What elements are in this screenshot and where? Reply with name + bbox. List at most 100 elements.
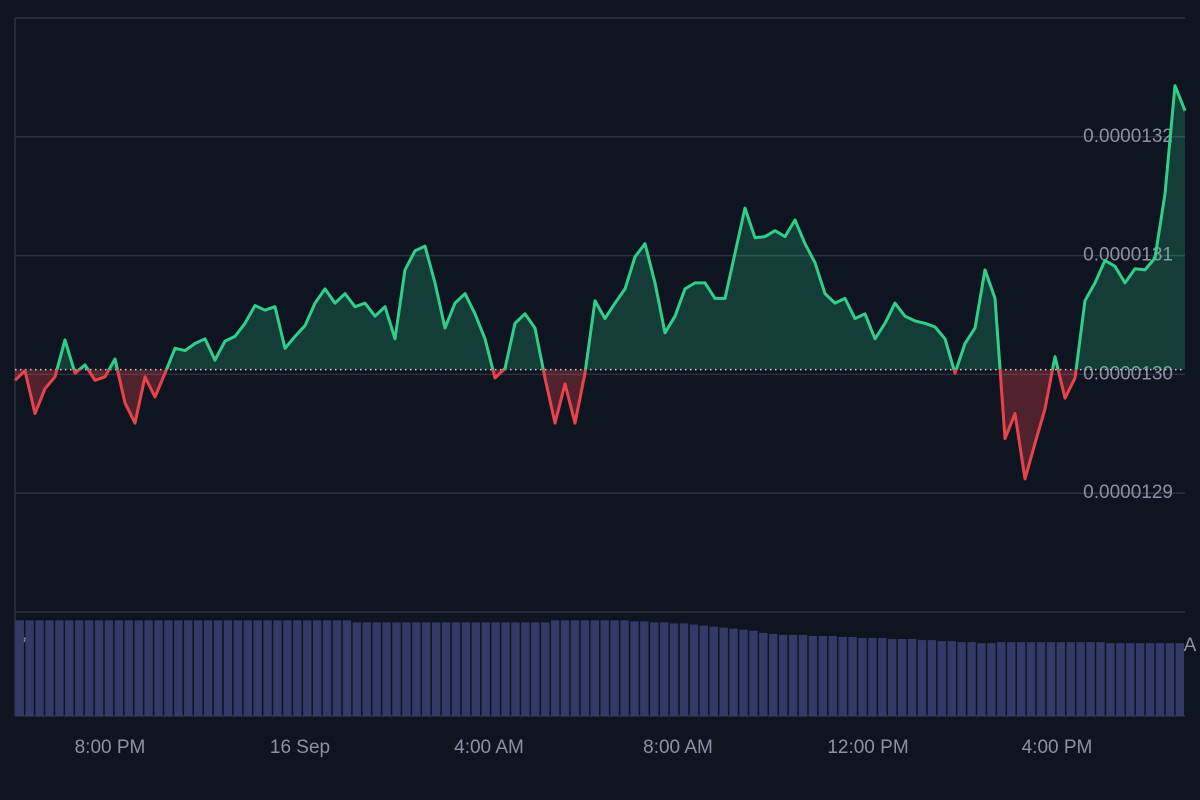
volume-bar (769, 633, 778, 716)
volume-bar (977, 643, 986, 716)
volume-bar (312, 620, 322, 716)
volume-bar (560, 620, 570, 716)
volume-bar (709, 626, 718, 716)
volume-bar (1135, 643, 1145, 716)
volume-bar (382, 622, 391, 716)
volume-bar (610, 620, 619, 716)
volume-bar (897, 639, 907, 716)
volume-bar (590, 620, 599, 716)
volume-bar (501, 622, 510, 716)
volume-bar (203, 620, 213, 716)
volume-bar (1096, 642, 1105, 716)
volume-bar (868, 638, 877, 716)
volume-bar (788, 634, 798, 716)
volume-bar (243, 620, 252, 716)
volume-bar (461, 622, 471, 716)
volume-bar (669, 623, 679, 716)
volume-bar (957, 642, 966, 716)
volume-bar (600, 620, 609, 716)
volume-bar (927, 640, 937, 716)
volume-bar (293, 620, 302, 716)
y-tick-label: 0.0000129 (1083, 482, 1173, 503)
volume-bar (1126, 643, 1135, 716)
x-tick-label: 16 Sep (270, 737, 330, 758)
volume-bar (620, 620, 629, 716)
y-tick-label: 0.0000132 (1083, 126, 1173, 147)
x-tick-label: 12:00 PM (827, 737, 908, 758)
volume-bar (550, 620, 560, 716)
volume-bar (471, 622, 481, 716)
volume-bar (1106, 643, 1115, 716)
x-tick-label: 4:00 PM (1022, 737, 1093, 758)
volume-bar (412, 622, 421, 716)
volume-bar (74, 620, 84, 716)
volume-bar (481, 622, 490, 716)
volume-bar (362, 622, 371, 716)
volume-bar (699, 625, 709, 716)
volume-bar (144, 620, 153, 716)
edge-label: A (1184, 635, 1197, 656)
volume-bar (1155, 643, 1165, 716)
volume-bar (1036, 642, 1046, 716)
volume-bar (45, 620, 54, 716)
volume-bar (739, 629, 748, 716)
volume-bar (35, 620, 44, 716)
volume-bar (253, 620, 262, 716)
volume-bar (1145, 643, 1155, 716)
volume-bar (94, 620, 104, 716)
volume-bar (838, 636, 847, 716)
volume-bar (441, 622, 451, 716)
volume-bar (372, 622, 381, 716)
volume-bar (342, 620, 352, 716)
volume-bar (25, 620, 34, 716)
volume-bar (659, 622, 669, 716)
volume-bar (729, 628, 738, 716)
volume-bar (322, 620, 332, 716)
volume-bar (431, 622, 441, 716)
volume-bar (997, 642, 1006, 716)
volume-bar (798, 634, 808, 716)
volume-bar (263, 620, 272, 716)
volume-bar (65, 620, 74, 716)
volume-bar (1066, 642, 1075, 716)
volume-bar (273, 620, 282, 716)
volume-bar (630, 621, 639, 716)
volume-bar (570, 620, 580, 716)
volume-bar (451, 622, 461, 716)
volume-bar (491, 622, 500, 716)
volume-bar (134, 620, 143, 716)
volume-bar (778, 634, 788, 716)
volume-bar (174, 620, 183, 716)
volume-bar (541, 622, 550, 716)
volume-bar (124, 620, 133, 716)
volume-bar (848, 636, 857, 716)
x-tick-label: 4:00 AM (454, 737, 524, 758)
volume-bar (888, 639, 897, 716)
volume-bar (650, 622, 659, 716)
volume-bar (154, 620, 163, 716)
volume-bar (184, 620, 193, 716)
volume-bar (233, 620, 243, 716)
volume-bar (15, 620, 24, 716)
volume-bar (55, 620, 64, 716)
volume-bar (917, 640, 927, 716)
volume-bar (422, 622, 431, 716)
volume-bar (679, 623, 689, 716)
volume-bar (84, 620, 94, 716)
volume-bar (1116, 643, 1125, 716)
x-tick-label: 8:00 PM (75, 737, 146, 758)
volume-bar (937, 641, 947, 716)
volume-bar (967, 642, 976, 716)
volume-bar (223, 620, 233, 716)
volume-bar (114, 620, 124, 716)
volume-bar (719, 627, 728, 716)
volume-bar (878, 638, 887, 716)
price-line (13, 84, 1187, 481)
volume-bar (640, 621, 649, 716)
volume-bar (283, 620, 292, 716)
volume-bar (1175, 643, 1184, 716)
volume-bar (580, 620, 590, 716)
volume-bar (164, 620, 173, 716)
volume-bar (818, 635, 828, 716)
